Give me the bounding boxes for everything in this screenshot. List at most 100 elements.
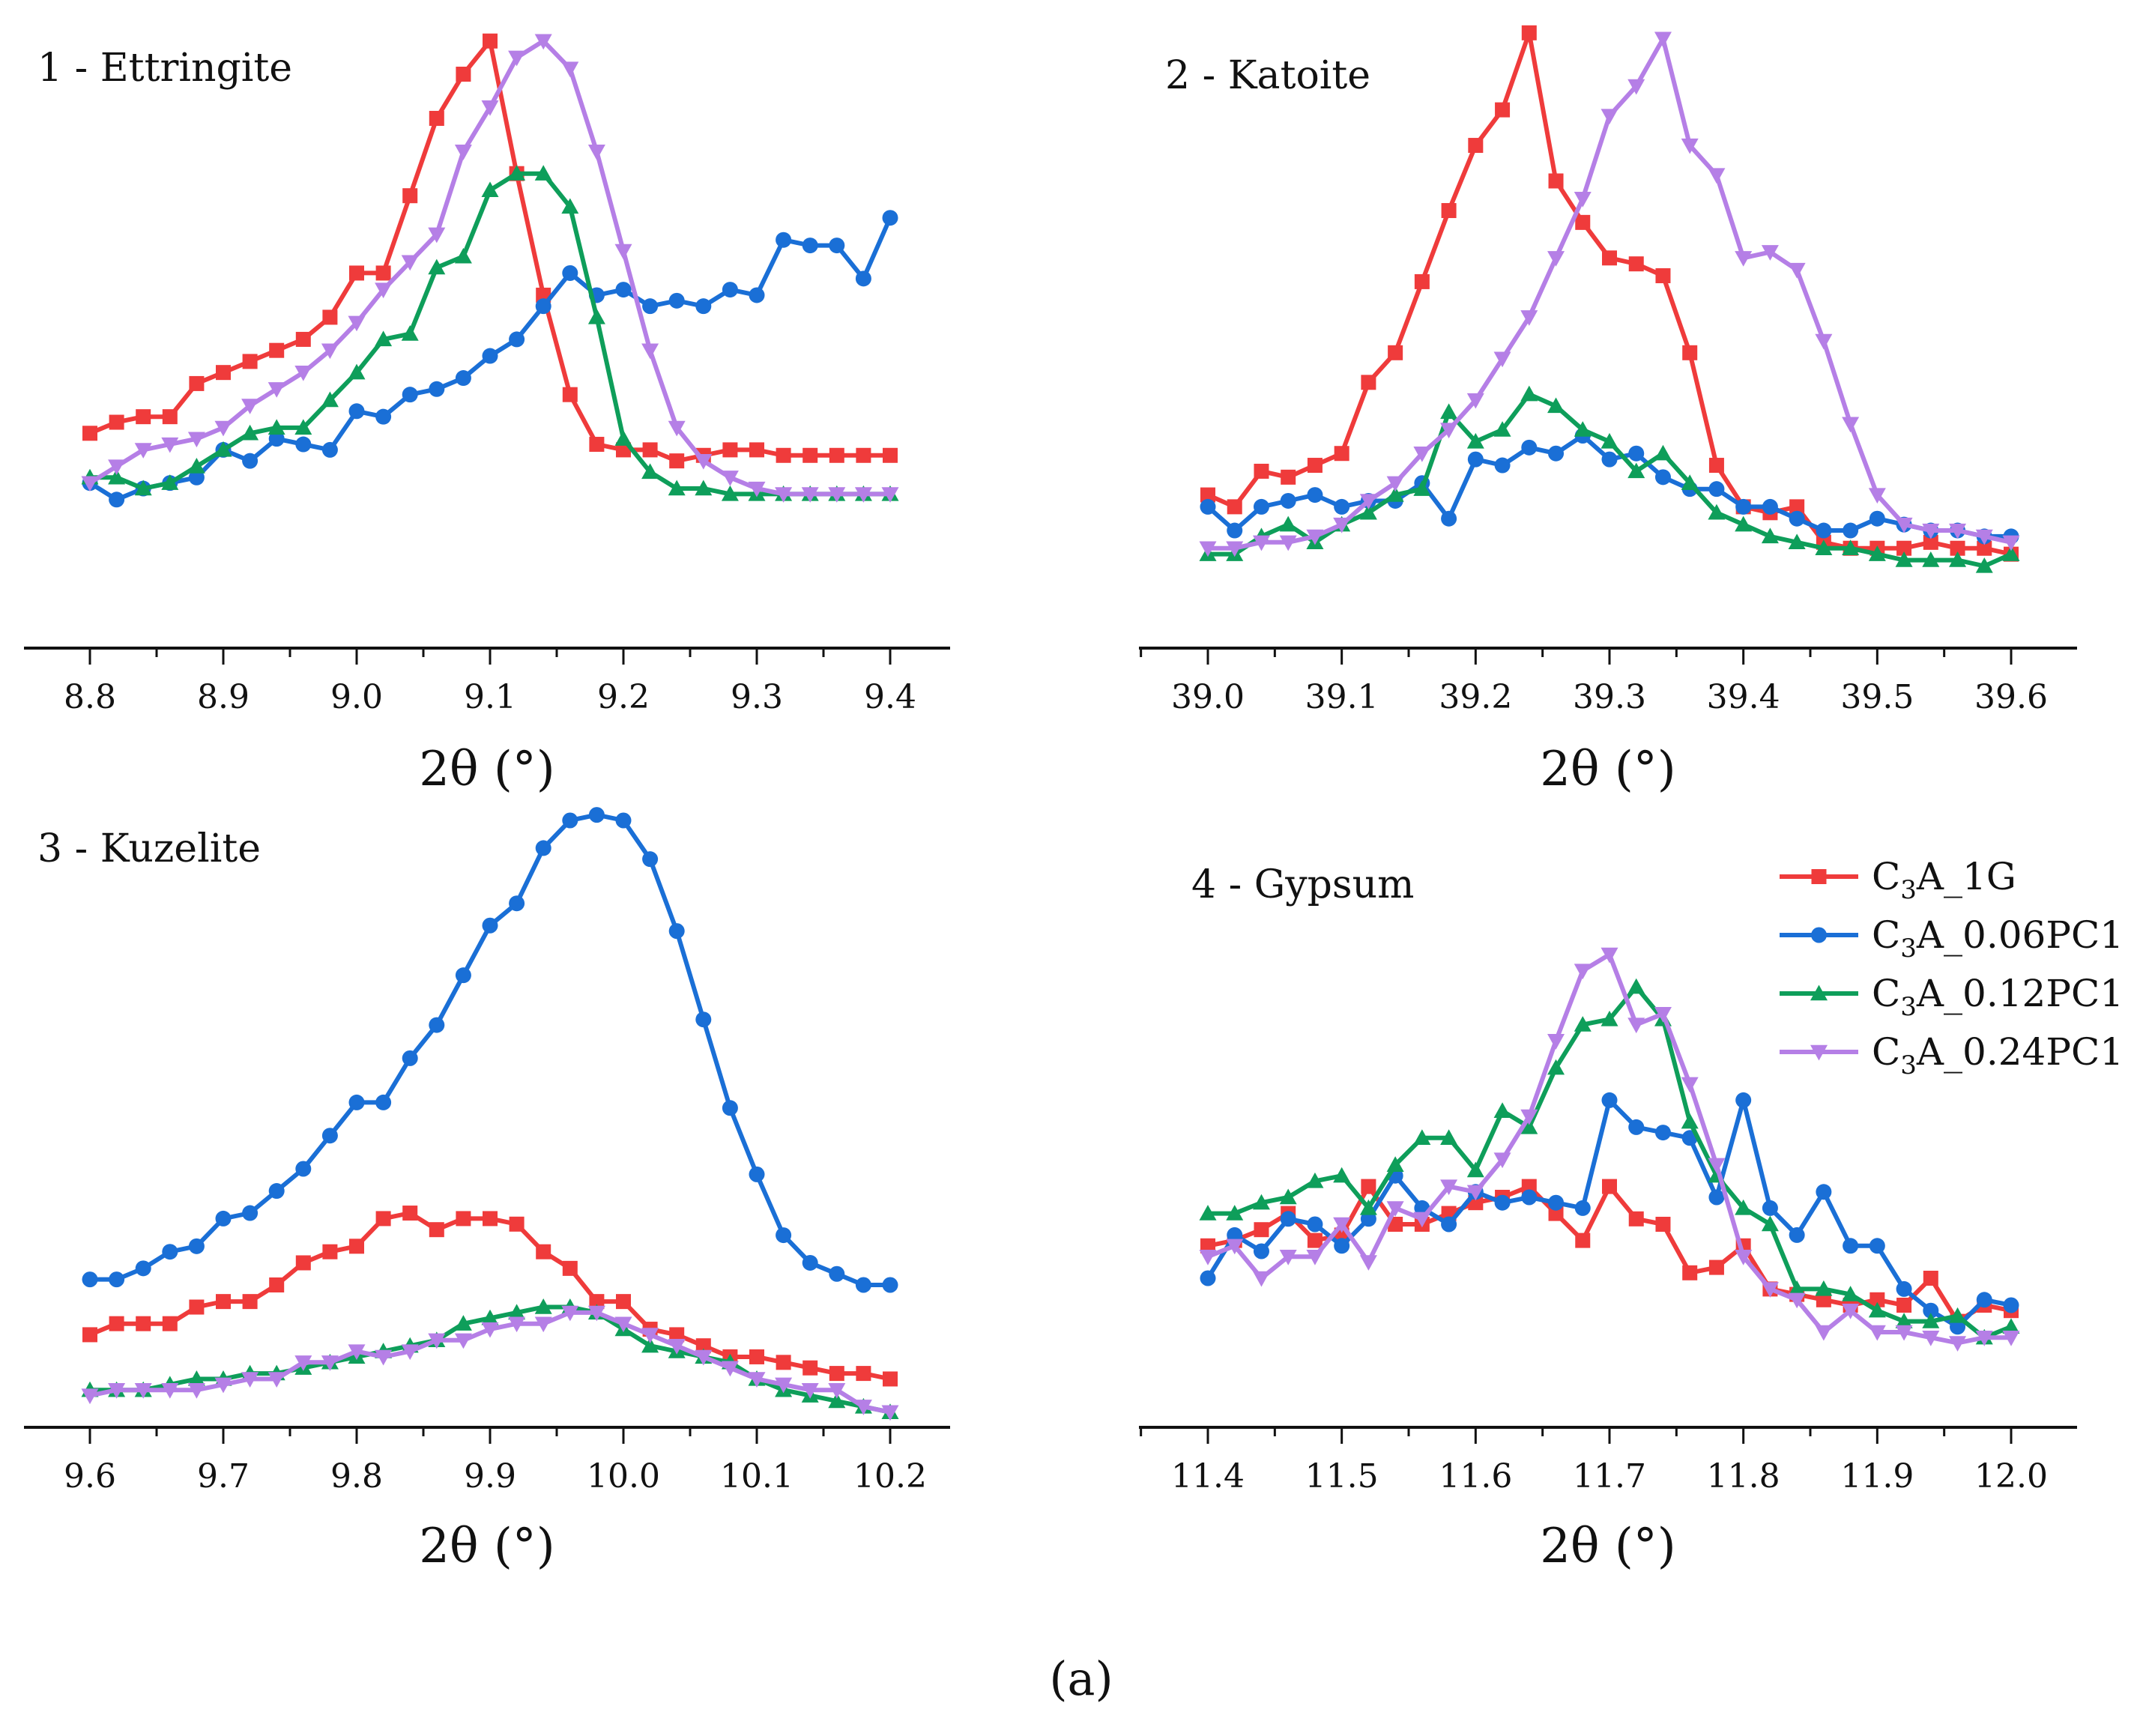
data-point — [401, 255, 419, 271]
data-point — [1307, 458, 1323, 474]
data-point — [641, 463, 659, 480]
data-point — [1895, 1325, 1913, 1341]
data-point — [642, 851, 659, 868]
data-point — [1574, 192, 1592, 208]
data-point — [587, 1305, 605, 1322]
data-point — [1628, 445, 1645, 462]
data-point — [1815, 539, 1833, 555]
data-point — [1868, 1301, 1886, 1318]
data-point — [1494, 457, 1511, 474]
data-point — [1923, 1271, 1938, 1286]
x-axis-title: 2θ (°) — [1540, 1519, 1676, 1574]
data-point — [1200, 1238, 1215, 1253]
data-point — [1466, 432, 1484, 449]
data-point — [454, 145, 472, 160]
data-point — [1466, 393, 1484, 409]
data-point — [1441, 510, 1457, 527]
data-point — [614, 244, 632, 260]
data-point — [1333, 1167, 1351, 1183]
data-point — [215, 1210, 232, 1227]
data-point — [1493, 1152, 1511, 1169]
x-tick-label: 11.8 — [1707, 1457, 1780, 1495]
data-point — [1601, 1092, 1618, 1108]
data-point — [1306, 529, 1324, 545]
data-point — [242, 1294, 258, 1310]
data-point — [854, 487, 872, 503]
data-point — [1199, 541, 1217, 557]
data-point — [1788, 533, 1806, 550]
data-point — [1788, 1280, 1806, 1296]
data-point — [668, 420, 686, 437]
data-point — [1520, 1109, 1538, 1125]
data-point — [349, 1239, 364, 1254]
data-point — [1842, 1286, 1860, 1301]
x-axis-title: 2θ (°) — [419, 742, 555, 797]
data-point — [242, 1205, 259, 1221]
data-point — [882, 210, 898, 226]
data-point — [294, 1355, 312, 1371]
data-point — [588, 807, 605, 823]
data-point — [1976, 1292, 1992, 1308]
data-point — [402, 387, 418, 403]
data-point — [641, 1328, 659, 1343]
data-point — [1922, 523, 1940, 539]
data-point — [454, 247, 472, 264]
data-point — [1681, 1077, 1699, 1093]
data-point — [161, 1383, 179, 1399]
data-point — [1655, 268, 1671, 284]
data-point — [1843, 522, 1859, 539]
data-point — [509, 331, 525, 348]
data-point — [801, 1383, 819, 1399]
x-tick-label: 8.8 — [64, 678, 116, 716]
data-point — [241, 424, 259, 441]
series-C3A_1G — [82, 1206, 898, 1387]
data-point — [375, 408, 392, 425]
x-tick-label: 9.1 — [464, 678, 516, 716]
legend: C3A_1G C3A_0.06PC1 C3A_0.12PC1 C3A_0.24PC1 — [1780, 855, 2124, 1080]
data-point — [775, 1377, 793, 1394]
data-point — [1977, 540, 1992, 556]
data-point — [1816, 522, 1832, 539]
data-point — [1601, 947, 1618, 964]
data-point — [1226, 541, 1244, 557]
data-point — [1708, 1158, 1726, 1174]
data-point — [1280, 1211, 1296, 1227]
data-point — [162, 1244, 178, 1260]
data-point — [348, 403, 365, 420]
data-point — [1468, 138, 1484, 154]
data-point — [1575, 1233, 1591, 1248]
data-point — [1574, 1016, 1592, 1032]
x-tick-label: 39.4 — [1707, 678, 1780, 716]
series-C3A_0.06PC1 — [82, 807, 898, 1293]
series-line — [1208, 392, 2013, 569]
x-tick-label: 39.3 — [1573, 678, 1646, 716]
data-point — [1923, 534, 1938, 550]
data-point — [1548, 445, 1565, 462]
data-point — [1761, 245, 1779, 261]
data-point — [429, 110, 444, 126]
data-point — [1735, 1250, 1753, 1265]
data-point — [1306, 1250, 1324, 1265]
data-point — [1975, 529, 1993, 545]
x-tick-label: 39.5 — [1840, 678, 1914, 716]
data-point — [855, 270, 871, 287]
data-point — [1843, 1238, 1859, 1254]
data-point — [1868, 488, 1886, 504]
data-point — [1654, 444, 1672, 461]
x-tick-label: 8.9 — [197, 678, 250, 716]
data-point — [136, 1316, 151, 1331]
data-point — [1842, 417, 1860, 433]
data-point — [109, 1316, 124, 1331]
data-point — [1520, 385, 1538, 402]
data-point — [1227, 522, 1243, 539]
data-point — [348, 315, 366, 332]
data-point — [2002, 545, 2020, 561]
data-point — [1708, 503, 1726, 520]
data-point — [134, 1383, 152, 1399]
data-point — [1654, 1007, 1672, 1023]
data-point — [1895, 1313, 1913, 1328]
data-point — [481, 100, 499, 116]
data-point — [1627, 978, 1645, 994]
data-point — [1386, 486, 1404, 502]
legend-marker — [1810, 985, 1828, 1001]
